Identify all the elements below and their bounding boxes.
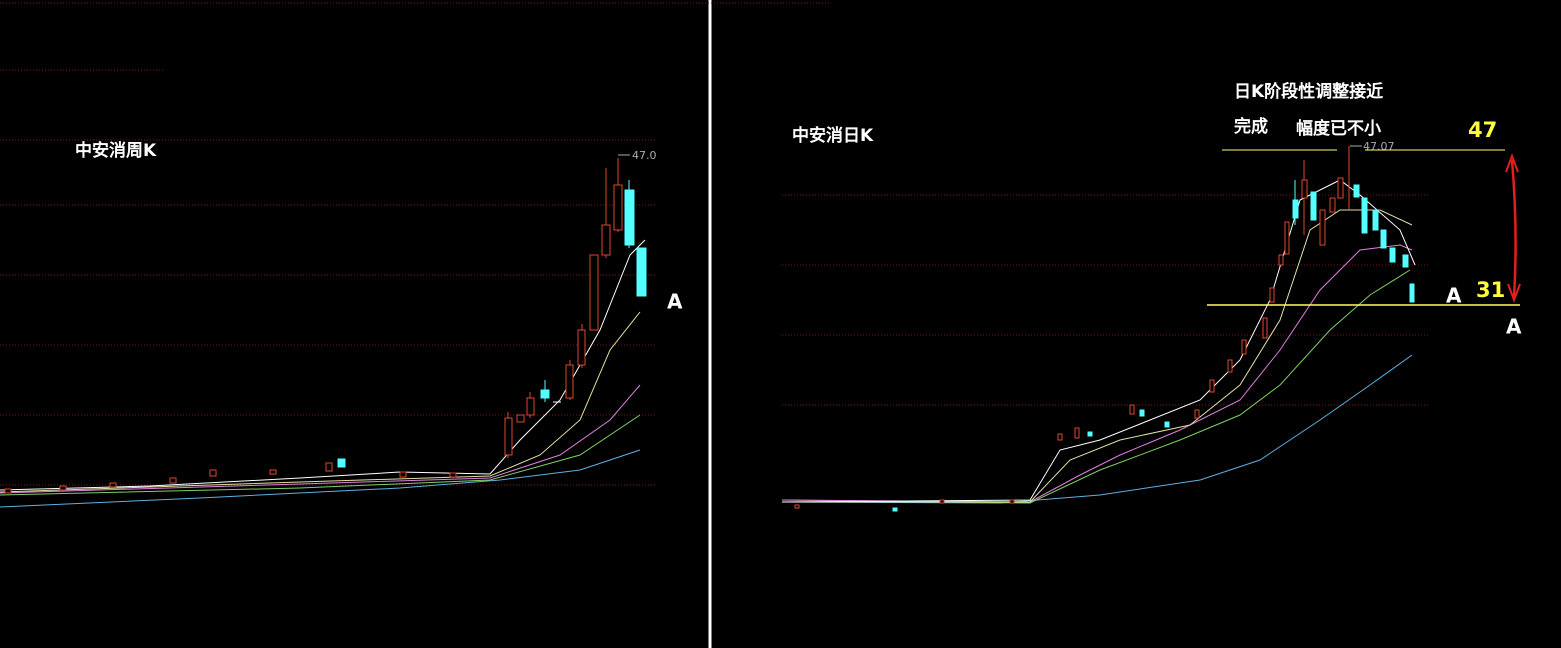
panel-title: 中安消日K: [792, 125, 874, 146]
high-level: 47: [1468, 118, 1497, 142]
right-moving-averages: [781, 179, 1416, 504]
left-moving-averages: [0, 239, 646, 508]
low-level: 31: [1476, 278, 1505, 302]
note: 日K阶段性调整接近: [1234, 81, 1383, 102]
right-candles: [794, 146, 1415, 512]
marker: A: [1446, 284, 1462, 308]
left-grid: [0, 2, 830, 486]
note: 幅度已不小: [1296, 118, 1381, 139]
arrow-head: [1505, 153, 1519, 173]
peak-label: 47.07: [1363, 140, 1395, 153]
arrow-head: [1507, 283, 1521, 303]
peak-label: 47.0: [632, 149, 657, 162]
right-grid: [782, 194, 1430, 406]
range-arrow: [1510, 159, 1517, 299]
marker: A: [667, 290, 683, 314]
note: 完成: [1234, 116, 1268, 137]
marker: A: [1506, 315, 1522, 339]
panel-title: 中安消周K: [75, 140, 157, 161]
left-candles: [4, 158, 647, 494]
